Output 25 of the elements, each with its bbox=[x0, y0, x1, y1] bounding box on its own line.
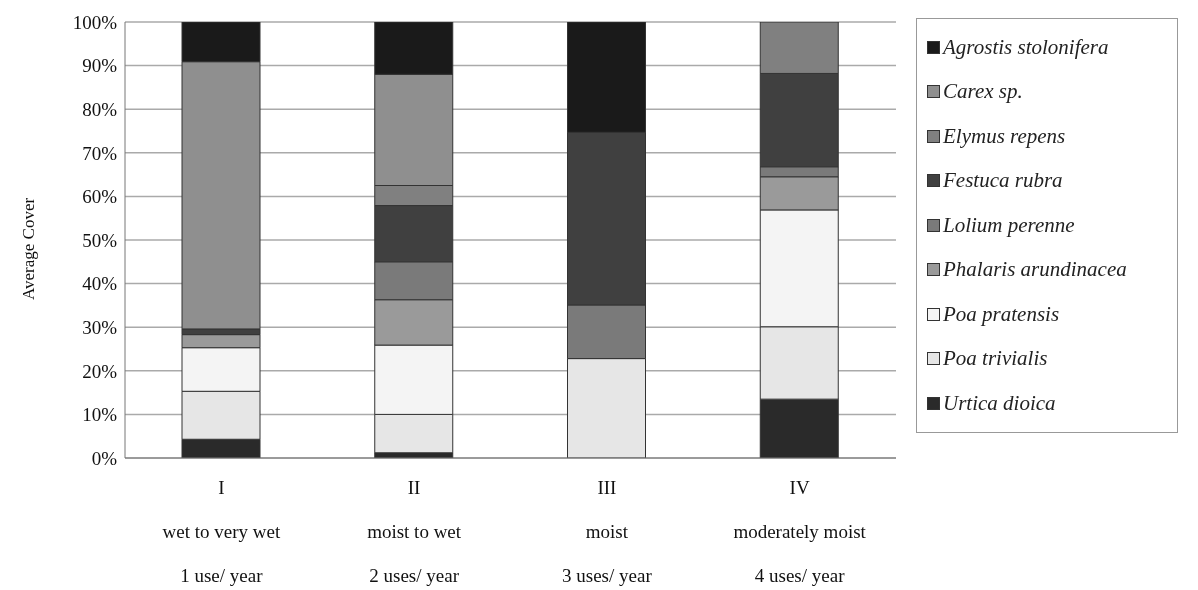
y-tick-label: 40% bbox=[82, 273, 118, 295]
y-tick-label: 50% bbox=[82, 229, 118, 251]
legend-label: Lolium perenne bbox=[943, 212, 1075, 238]
y-tick-label: 100% bbox=[72, 11, 118, 33]
legend-label: Festuca rubra bbox=[943, 168, 1063, 194]
y-tick-label: 30% bbox=[82, 316, 118, 338]
y-tick-label: 0% bbox=[91, 447, 118, 469]
category-label: III moist 3 uses/ year bbox=[562, 477, 652, 586]
y-tick-label: 70% bbox=[82, 142, 118, 164]
legend-label: Agrostis stolonifera bbox=[943, 34, 1109, 60]
y-tick-label: 60% bbox=[82, 186, 118, 208]
y-tick-label: 80% bbox=[82, 98, 118, 120]
y-axis-title: Average Cover bbox=[19, 197, 39, 300]
legend-label: Elymus repens bbox=[943, 123, 1066, 149]
y-tick-label: 20% bbox=[82, 360, 118, 382]
legend-label: Carex sp. bbox=[943, 79, 1023, 105]
category-label: I wet to very wet 1 use/ year bbox=[162, 477, 281, 586]
legend-label: Urtica dioica bbox=[943, 390, 1056, 416]
category-label: II moist to wet 2 uses/ year bbox=[367, 477, 462, 586]
y-tick-label: 90% bbox=[82, 55, 118, 77]
legend-label: Phalaris arundinacea bbox=[943, 257, 1127, 283]
legend-label: Poa pratensis bbox=[943, 301, 1060, 327]
category-label: IV moderately moist 4 uses/ year bbox=[733, 477, 866, 586]
legend-label: Poa trivialis bbox=[943, 346, 1048, 372]
y-tick-label: 10% bbox=[82, 404, 118, 426]
